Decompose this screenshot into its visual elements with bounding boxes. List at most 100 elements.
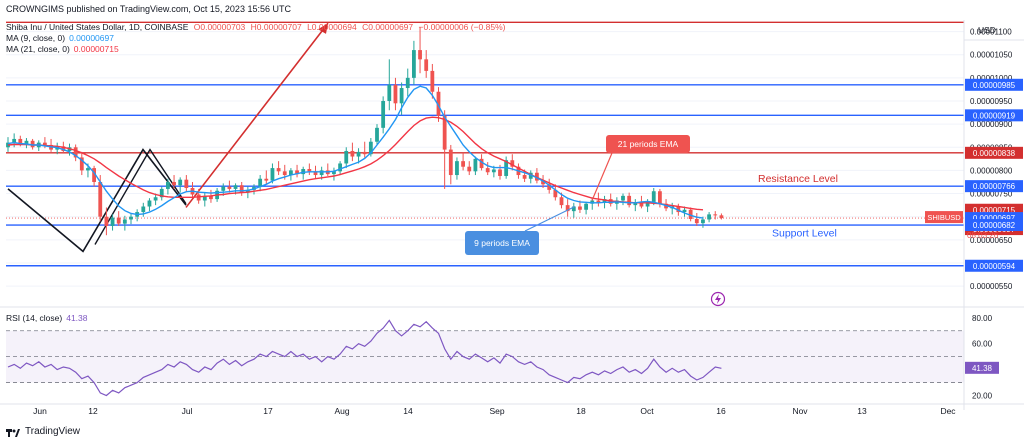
candle-body (442, 115, 447, 150)
candle-body (676, 206, 681, 213)
tradingview-footer[interactable]: TradingView (6, 426, 80, 437)
candle-body (424, 59, 429, 71)
candle-body (596, 200, 601, 203)
candle-body (227, 186, 232, 189)
price-label-tag (965, 109, 1023, 122)
ema9-callout-box (465, 231, 539, 255)
time-tick-label: 18 (576, 406, 586, 416)
candle-body (651, 191, 656, 202)
rsi-tick-label: 60.00 (972, 340, 993, 349)
price-label-text: 0.00000838 (973, 149, 1016, 158)
candle-body (239, 185, 244, 193)
candle-body (202, 195, 207, 201)
candle-body (295, 170, 299, 175)
candle-body (639, 202, 644, 207)
price-tick-label: 0.00000950 (970, 97, 1013, 106)
lightning-icon (710, 291, 726, 307)
candle-body (455, 161, 459, 176)
candle-body (73, 147, 78, 158)
currency-label: USD (978, 25, 996, 35)
candle-body (307, 169, 312, 172)
ema9-callout-pointer (524, 205, 576, 232)
candle-body (713, 214, 718, 216)
ma21-value: 0.00000715 (73, 44, 119, 54)
candle-body (270, 168, 275, 181)
ma9-value: 0.00000697 (69, 33, 114, 43)
rsi-value-tag (965, 361, 999, 374)
candle-body (362, 151, 367, 155)
rsi-legend[interactable]: RSI (14, close) 41.38 (6, 313, 88, 323)
candle-body (602, 199, 607, 203)
candle-body (491, 169, 496, 173)
price-label-text: 0.00000919 (973, 111, 1016, 120)
resistance-label: Resistance Level (758, 173, 838, 185)
candle-body (356, 151, 361, 157)
candle-body (258, 178, 263, 188)
lightning-bolt-glyph (715, 294, 721, 304)
candle-body (141, 206, 146, 213)
candle-body (694, 219, 699, 224)
symbol-tag (925, 211, 963, 224)
symbol-tag-text: SHIBUSD (927, 213, 961, 222)
price-label-text: 0.00000715 (973, 206, 1016, 215)
candle-body (405, 77, 410, 89)
price-tick-label: 0.00000750 (970, 190, 1013, 199)
candle-body (541, 180, 545, 185)
symbol-line: Shiba Inu / United States Dollar, 1D, CO… (6, 22, 505, 32)
time-tick-label: Nov (792, 406, 808, 416)
candle-body (701, 219, 705, 224)
red-arrow-line (185, 22, 329, 208)
ema21-callout-pointer (591, 152, 613, 201)
time-tick-label: Sep (489, 406, 504, 416)
time-tick-label: 14 (403, 406, 413, 416)
price-label-tag (965, 219, 1023, 232)
ma9-legend[interactable]: MA (9, close, 0) 0.00000697 (6, 33, 114, 43)
candle-body (719, 215, 724, 219)
candle-body (338, 163, 342, 172)
candle-body (129, 216, 133, 220)
price-tick-label: 0.00000800 (970, 166, 1013, 175)
candle-body (393, 84, 398, 104)
ma21-legend[interactable]: MA (21, close, 0) 0.00000715 (6, 44, 119, 54)
price-tick-label: 0.00001100 (970, 28, 1012, 37)
candle-body (381, 100, 386, 128)
candle-body (627, 195, 632, 206)
candle-body (209, 195, 213, 200)
candle-body (350, 150, 355, 157)
time-tick-label: Oct (640, 406, 654, 416)
time-tick-label: Aug (334, 406, 349, 416)
candle-body (332, 171, 336, 175)
candle-body (116, 217, 121, 224)
candle-body (86, 168, 90, 171)
candle-body (479, 158, 484, 169)
price-label-text: 0.00000766 (973, 182, 1016, 191)
moving-averages (7, 85, 704, 219)
support-label: Support Level (772, 227, 837, 239)
candle-body (399, 88, 404, 104)
candle-body (282, 171, 287, 176)
candle-body (368, 141, 373, 155)
candle-body (147, 200, 152, 207)
candle-body (707, 214, 711, 220)
time-tick-label: 13 (857, 406, 867, 416)
candle-body (682, 209, 687, 213)
rsi-legend-value: 41.38 (66, 313, 88, 323)
candle-body (276, 168, 281, 172)
ohlc-close: C0.00000697 (362, 22, 414, 32)
candle-body (344, 150, 349, 164)
candle-body (18, 138, 23, 144)
candle-body (658, 191, 662, 204)
price-label-text: 0.00000682 (973, 221, 1016, 230)
candle-body (159, 188, 164, 198)
ema21-callout-text: 21 periods EMA (618, 139, 679, 149)
candle-body (264, 178, 269, 181)
candle-body (30, 140, 35, 148)
candle-body (172, 181, 176, 186)
candle-body (110, 217, 115, 226)
candle-body (43, 142, 47, 145)
price-label-text: 0.00000985 (973, 81, 1016, 90)
price-label-tag (965, 259, 1023, 272)
rsi-tick-label: 20.00 (972, 392, 993, 401)
